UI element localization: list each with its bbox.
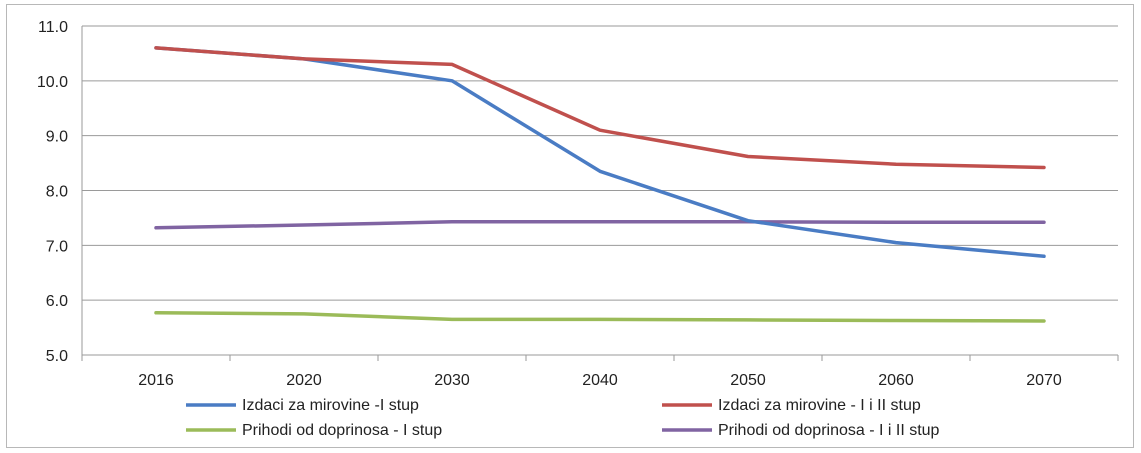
legend: Izdaci za mirovine -I stup Izdaci za miro…	[186, 397, 940, 439]
legend-label: Prihodi od doprinosa - I i II stup	[718, 422, 940, 439]
series-lines	[154, 46, 1046, 323]
x-axis: 2016 2020 2030 2040 2050 2060 2070	[81, 355, 1119, 389]
y-tick-label: 6.0	[46, 293, 68, 310]
x-tick-label: 2040	[582, 372, 618, 389]
y-tick-label: 11.0	[38, 19, 68, 36]
y-axis: 5.0 6.0 7.0 8.0 9.0 10.0 11.0	[37, 19, 83, 365]
legend-item: Izdaci za mirovine - I i II stup	[662, 397, 921, 414]
y-tick-label: 8.0	[46, 184, 68, 201]
x-tick-label: 2020	[286, 372, 322, 389]
y-tick-label: 7.0	[46, 238, 68, 255]
y-tick-label: 10.0	[37, 74, 68, 91]
x-tick-label: 2050	[730, 372, 766, 389]
gridlines	[82, 25, 1118, 356]
series-line-2	[154, 46, 1046, 170]
legend-item: Izdaci za mirovine -I stup	[186, 397, 419, 414]
legend-label: Prihodi od doprinosa - I stup	[242, 422, 442, 439]
x-tick-label: 2070	[1026, 372, 1062, 389]
series-line-4	[154, 220, 1046, 230]
legend-item: Prihodi od doprinosa - I i II stup	[662, 422, 940, 439]
legend-item: Prihodi od doprinosa - I stup	[186, 422, 442, 439]
x-tick-label: 2030	[434, 372, 470, 389]
legend-label: Izdaci za mirovine - I i II stup	[718, 397, 921, 414]
x-tick-label: 2060	[878, 372, 914, 389]
x-tick-label: 2016	[138, 372, 174, 389]
series-line-3	[154, 311, 1046, 323]
legend-label: Izdaci za mirovine -I stup	[242, 397, 419, 414]
y-tick-label: 9.0	[46, 129, 68, 146]
y-tick-label: 5.0	[46, 348, 68, 365]
